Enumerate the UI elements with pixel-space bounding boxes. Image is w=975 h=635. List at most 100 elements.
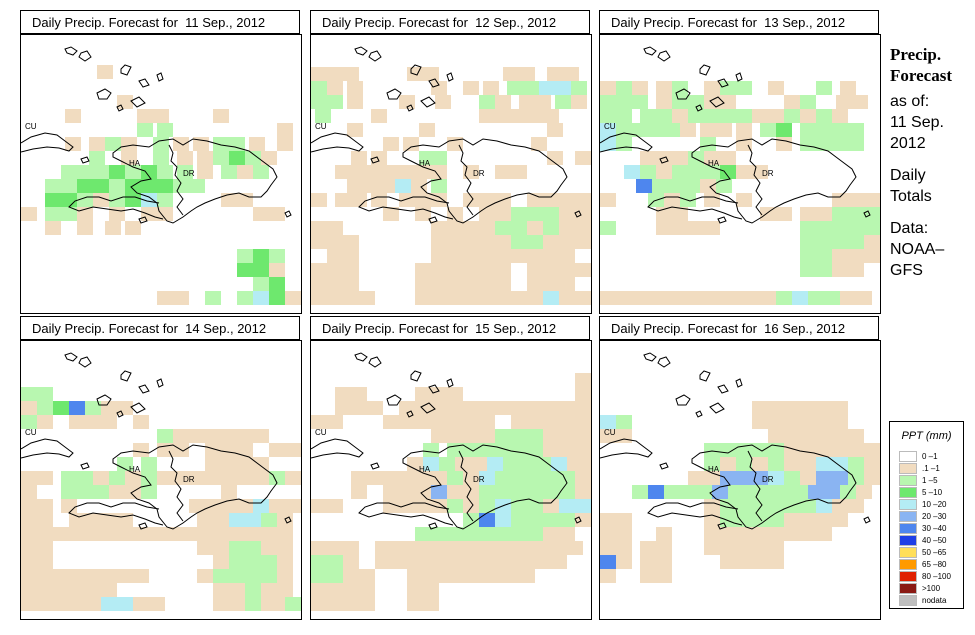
precip-cell	[495, 263, 511, 277]
precip-map-svg: CU HA DR	[600, 352, 880, 583]
legend-swatch	[899, 475, 917, 486]
precip-cell	[77, 471, 93, 485]
precip-cell	[463, 527, 479, 541]
precip-cell	[543, 235, 559, 249]
precip-cell	[399, 499, 415, 513]
precip-cell	[399, 165, 415, 179]
precip-cell	[177, 165, 193, 179]
precip-cell	[343, 555, 359, 569]
precip-cell	[367, 471, 383, 485]
precip-cell	[109, 471, 125, 485]
precip-cell	[261, 151, 277, 165]
precip-cell	[519, 569, 535, 583]
precip-cell	[125, 193, 141, 207]
precip-cell	[760, 207, 776, 221]
precip-cell	[439, 569, 455, 583]
precip-map: CU HA DR	[599, 34, 881, 314]
precip-cell	[77, 485, 93, 499]
precip-cell	[832, 193, 848, 207]
precip-cell	[415, 291, 431, 305]
precip-cell	[153, 109, 169, 123]
precip-cell	[503, 541, 519, 555]
legend-swatch	[899, 583, 917, 594]
precip-cell	[205, 291, 221, 305]
precip-cell	[253, 207, 269, 221]
precip-cell	[575, 471, 591, 485]
precip-cell	[463, 415, 479, 429]
precip-cell	[864, 235, 880, 249]
precip-cell	[816, 471, 832, 485]
precip-cell	[656, 165, 672, 179]
precip-cell	[431, 263, 447, 277]
precip-cell	[563, 67, 579, 81]
precip-cell	[101, 527, 117, 541]
precip-cell	[415, 415, 431, 429]
precip-cell	[632, 123, 648, 137]
precip-cell	[736, 471, 752, 485]
precip-cell	[133, 569, 149, 583]
precip-cell	[575, 263, 591, 277]
precip-cell	[463, 263, 479, 277]
precip-cell	[752, 555, 768, 569]
precip-cell	[848, 123, 864, 137]
precip-cell	[543, 471, 559, 485]
precip-cell	[237, 443, 253, 457]
panel-title: Daily Precip. Forecast for 13 Sep., 2012	[599, 10, 879, 34]
precip-cell	[253, 429, 269, 443]
precip-cell	[93, 179, 109, 193]
precip-cell	[141, 165, 157, 179]
precip-cell	[423, 443, 439, 457]
precip-cell	[640, 541, 656, 555]
precip-cell	[447, 221, 463, 235]
precip-cell	[527, 471, 543, 485]
precip-cell	[245, 541, 261, 555]
precip-cell	[688, 221, 704, 235]
precip-cell	[423, 569, 439, 583]
precip-cell	[431, 471, 447, 485]
precip-cell	[495, 221, 511, 235]
precip-cell	[567, 457, 583, 471]
precip-cell	[229, 513, 245, 527]
precip-cell	[752, 513, 768, 527]
precip-cell	[407, 555, 423, 569]
precip-cell	[261, 541, 277, 555]
precip-cell	[527, 249, 543, 263]
precip-cell	[141, 207, 157, 221]
precip-cell	[85, 583, 101, 597]
precip-cell	[776, 123, 792, 137]
precip-cell	[335, 193, 351, 207]
precip-cell	[720, 151, 736, 165]
precip-cell	[479, 263, 495, 277]
precip-cell	[85, 597, 101, 611]
precip-cell	[89, 151, 105, 165]
precip-cell	[600, 513, 616, 527]
precip-cell	[189, 471, 205, 485]
precip-cell	[559, 429, 575, 443]
precip-cell	[157, 471, 173, 485]
precip-cell	[69, 513, 85, 527]
precip-cell	[519, 67, 535, 81]
precip-cell	[415, 193, 431, 207]
precip-cell	[575, 387, 591, 401]
precip-cell	[447, 429, 463, 443]
precip-cell	[736, 513, 752, 527]
precip-cell	[600, 221, 616, 235]
precip-cell	[343, 249, 359, 263]
precip-cell	[519, 457, 535, 471]
precip-cell	[165, 527, 181, 541]
legend-swatch	[899, 487, 917, 498]
precip-cell	[832, 207, 848, 221]
precip-cell	[327, 555, 343, 569]
precip-cell	[117, 95, 133, 109]
precip-cell	[221, 429, 237, 443]
precip-cell	[523, 81, 539, 95]
precip-cell	[61, 165, 77, 179]
precip-cell	[720, 457, 736, 471]
precip-cell	[69, 583, 85, 597]
precip-cell	[221, 443, 237, 457]
precip-cell	[311, 569, 327, 583]
precip-cell	[511, 249, 527, 263]
precip-cell	[371, 109, 387, 123]
precip-cell	[367, 401, 383, 415]
precip-cell	[519, 95, 535, 109]
